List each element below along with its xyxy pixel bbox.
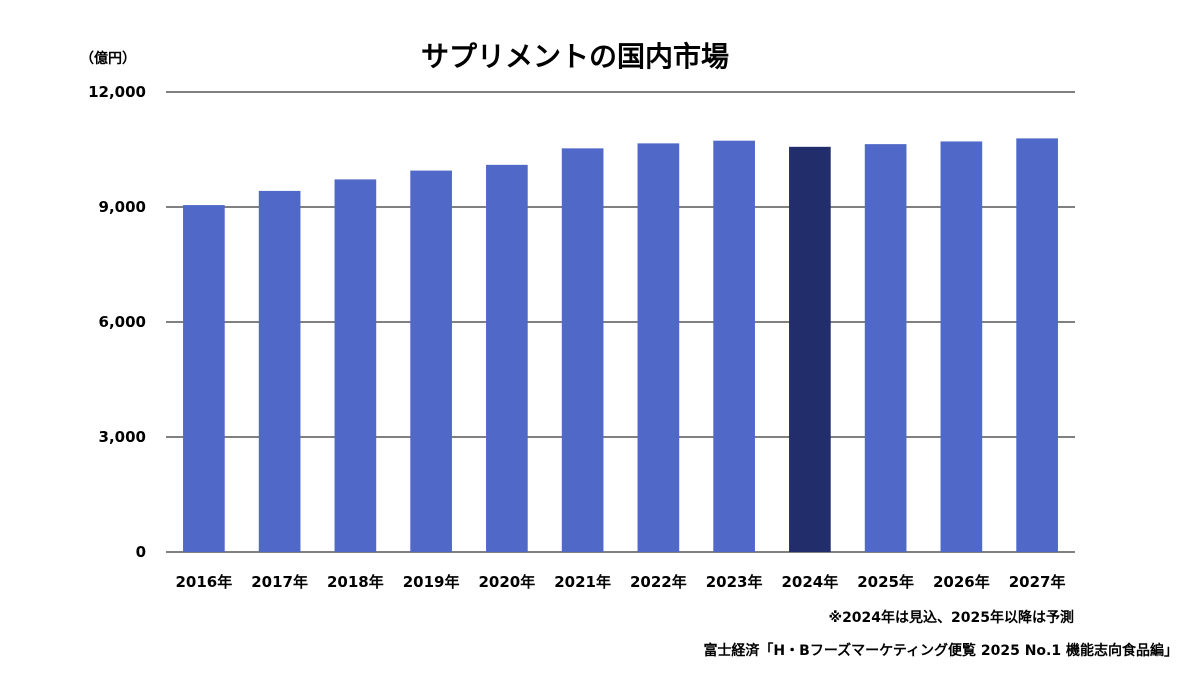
bar-2017年 [258, 190, 301, 552]
bar-2016年 [183, 205, 225, 553]
bar-2027年 [1016, 138, 1058, 552]
y-tick-label: 6,000 [99, 313, 146, 331]
y-tick-label: 3,000 [99, 428, 146, 446]
bar-2024年 [789, 146, 831, 553]
bars [183, 138, 1058, 553]
chart-title: サプリメントの国内市場 [421, 40, 729, 73]
x-tick-label: 2022年 [630, 573, 687, 591]
bar-2018年 [334, 179, 377, 552]
source-note: 富士経済「H・Bフーズマーケティング便覧 2025 No.1 機能志向食品編」 [703, 642, 1178, 659]
bar-2020年 [486, 164, 528, 553]
y-tick-label: 0 [136, 543, 146, 561]
bar-2026年 [940, 141, 983, 552]
x-tick-label: 2016年 [176, 573, 233, 591]
x-tick-label: 2025年 [857, 573, 914, 591]
bar-2021年 [561, 148, 604, 552]
bar-2025年 [864, 144, 907, 552]
x-tick-label: 2018年 [327, 573, 384, 591]
gridlines [166, 91, 1075, 553]
forecast-note: ※2024年は見込、2025年以降は予測 [828, 609, 1074, 626]
x-tick-label: 2024年 [782, 573, 839, 591]
bar-2019年 [410, 170, 452, 553]
x-tick-label: 2020年 [479, 573, 536, 591]
bar-2022年 [637, 143, 680, 552]
x-axis-labels: 2016年 2017年 2018年 2019年 2020年 2021年 2022年 2023年… [176, 573, 1066, 591]
x-tick-label: 2019年 [403, 573, 460, 591]
x-tick-label: 2017年 [251, 573, 308, 591]
y-tick-label: 12,000 [88, 83, 146, 101]
bar-2023年 [713, 140, 755, 552]
y-axis-ticks: 0 3,000 6,000 9,000 12,000 [88, 83, 146, 561]
x-tick-label: 2023年 [706, 573, 763, 591]
y-axis-unit-label: （億円） [80, 50, 136, 67]
y-tick-label: 9,000 [99, 198, 146, 216]
x-tick-label: 2021年 [554, 573, 611, 591]
x-tick-label: 2026年 [933, 573, 990, 591]
x-tick-label: 2027年 [1009, 573, 1066, 591]
